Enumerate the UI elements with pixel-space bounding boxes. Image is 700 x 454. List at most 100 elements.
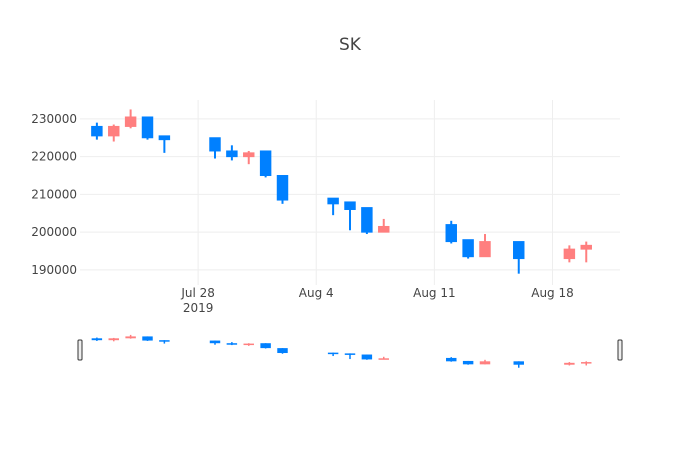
range-slider-candle xyxy=(327,352,339,357)
x-tick-sublabel: 2019 xyxy=(183,301,214,315)
candle-decreasing xyxy=(344,201,356,231)
candle-increasing xyxy=(479,234,491,258)
candle-body xyxy=(276,175,289,201)
candle-body xyxy=(108,125,120,137)
range-slider-candle xyxy=(479,359,491,365)
candle-decreasing xyxy=(462,239,474,259)
candle-body xyxy=(445,224,457,243)
range-slider-candle-body xyxy=(108,338,119,341)
range-slider-candle xyxy=(260,343,271,349)
candle-decreasing xyxy=(513,241,525,274)
range-slider-candle xyxy=(513,361,524,368)
candle-decreasing xyxy=(445,220,457,244)
range-slider-candle xyxy=(243,343,254,346)
range-slider-background xyxy=(80,330,620,370)
candle-body xyxy=(91,125,103,137)
y-tick-label: 220000 xyxy=(31,150,77,164)
candle-decreasing xyxy=(276,175,289,204)
range-slider-candle-body xyxy=(277,348,288,354)
grid-layer xyxy=(80,100,620,285)
range-slider-candle xyxy=(91,337,103,341)
y-tick-label: 230000 xyxy=(31,112,77,126)
candle-decreasing xyxy=(141,116,154,140)
candle-body xyxy=(141,116,154,139)
range-slider-candle xyxy=(277,348,288,354)
range-slider-candle-body xyxy=(243,343,254,346)
x-tick-label: Aug 11 xyxy=(413,286,456,300)
x-tick-label: Aug 4 xyxy=(299,286,334,300)
x-tick-label: Jul 28 xyxy=(180,286,215,300)
range-slider-candle-body xyxy=(209,340,221,344)
range-slider-candle xyxy=(159,340,170,344)
candle-decreasing xyxy=(158,135,171,153)
candle-decreasing xyxy=(226,145,238,161)
candle-increasing xyxy=(243,150,255,165)
range-slider[interactable] xyxy=(77,330,623,370)
range-slider-candle-body xyxy=(142,336,153,341)
range-slider-candle-body xyxy=(344,353,356,355)
x-tick-label: Aug 18 xyxy=(531,286,574,300)
range-slider-candle xyxy=(462,360,474,365)
candle-body xyxy=(158,135,171,141)
range-slider-candle-body xyxy=(226,343,238,345)
range-slider-candle-body xyxy=(125,336,136,339)
candle-body xyxy=(462,239,474,258)
range-slider-candle-body xyxy=(513,361,524,365)
candle-body xyxy=(563,248,576,260)
y-tick-label: 190000 xyxy=(31,263,77,277)
range-slider-candle-body xyxy=(361,354,373,360)
range-slider-candle xyxy=(108,337,119,342)
candle-body xyxy=(327,197,339,205)
candle-decreasing xyxy=(327,197,339,216)
candle-decreasing xyxy=(259,150,272,178)
candle-increasing xyxy=(580,241,592,263)
range-slider-candle-body xyxy=(327,352,339,355)
range-slider-candle-body xyxy=(378,358,389,360)
y-tick-label: 200000 xyxy=(31,225,77,239)
range-slider-candle xyxy=(446,357,457,362)
candle-body xyxy=(226,150,238,158)
range-slider-candles xyxy=(91,334,592,368)
candle-increasing xyxy=(563,245,576,263)
range-slider-candle xyxy=(344,353,356,360)
range-slider-candle-body xyxy=(479,361,491,365)
range-slider-candle-body xyxy=(260,343,271,349)
range-slider-candle xyxy=(125,334,136,339)
candle-body xyxy=(124,116,137,127)
candle-body xyxy=(259,150,272,177)
axis-layer: 190000 200000 210000 220000 230000 Jul 282019… xyxy=(31,112,574,315)
range-slider-candle xyxy=(378,356,389,360)
range-slider-candle-body xyxy=(446,357,457,362)
candle-body xyxy=(361,207,373,233)
candle-body xyxy=(209,137,221,152)
range-slider-candle xyxy=(142,336,153,341)
range-slider-candle xyxy=(209,340,221,345)
range-slider-candle xyxy=(564,362,575,366)
candle-body xyxy=(479,241,491,258)
range-slider-candle-body xyxy=(564,362,575,365)
candle-decreasing xyxy=(361,207,373,235)
candle-increasing xyxy=(378,218,390,233)
candle-body xyxy=(344,201,356,210)
candle-body xyxy=(513,241,525,260)
candle-body xyxy=(580,244,592,250)
y-tick-label: 210000 xyxy=(31,187,77,201)
range-slider-handle-right[interactable] xyxy=(617,339,623,361)
range-slider-candle-body xyxy=(462,360,474,365)
candle-body xyxy=(378,225,390,233)
candle-decreasing xyxy=(209,137,221,159)
range-slider-handle-left[interactable] xyxy=(77,339,83,361)
candle-layer xyxy=(91,109,592,274)
range-slider-candle-body xyxy=(91,338,103,341)
candle-increasing xyxy=(124,109,137,129)
range-slider-candle xyxy=(226,342,238,346)
chart-title: SK xyxy=(339,35,362,55)
range-slider-candle-body xyxy=(581,362,592,364)
range-slider-candle-body xyxy=(159,340,170,342)
range-slider-candle xyxy=(361,354,373,360)
candle-decreasing xyxy=(91,122,103,140)
candle-body xyxy=(243,152,255,158)
range-slider-candle xyxy=(581,361,592,366)
